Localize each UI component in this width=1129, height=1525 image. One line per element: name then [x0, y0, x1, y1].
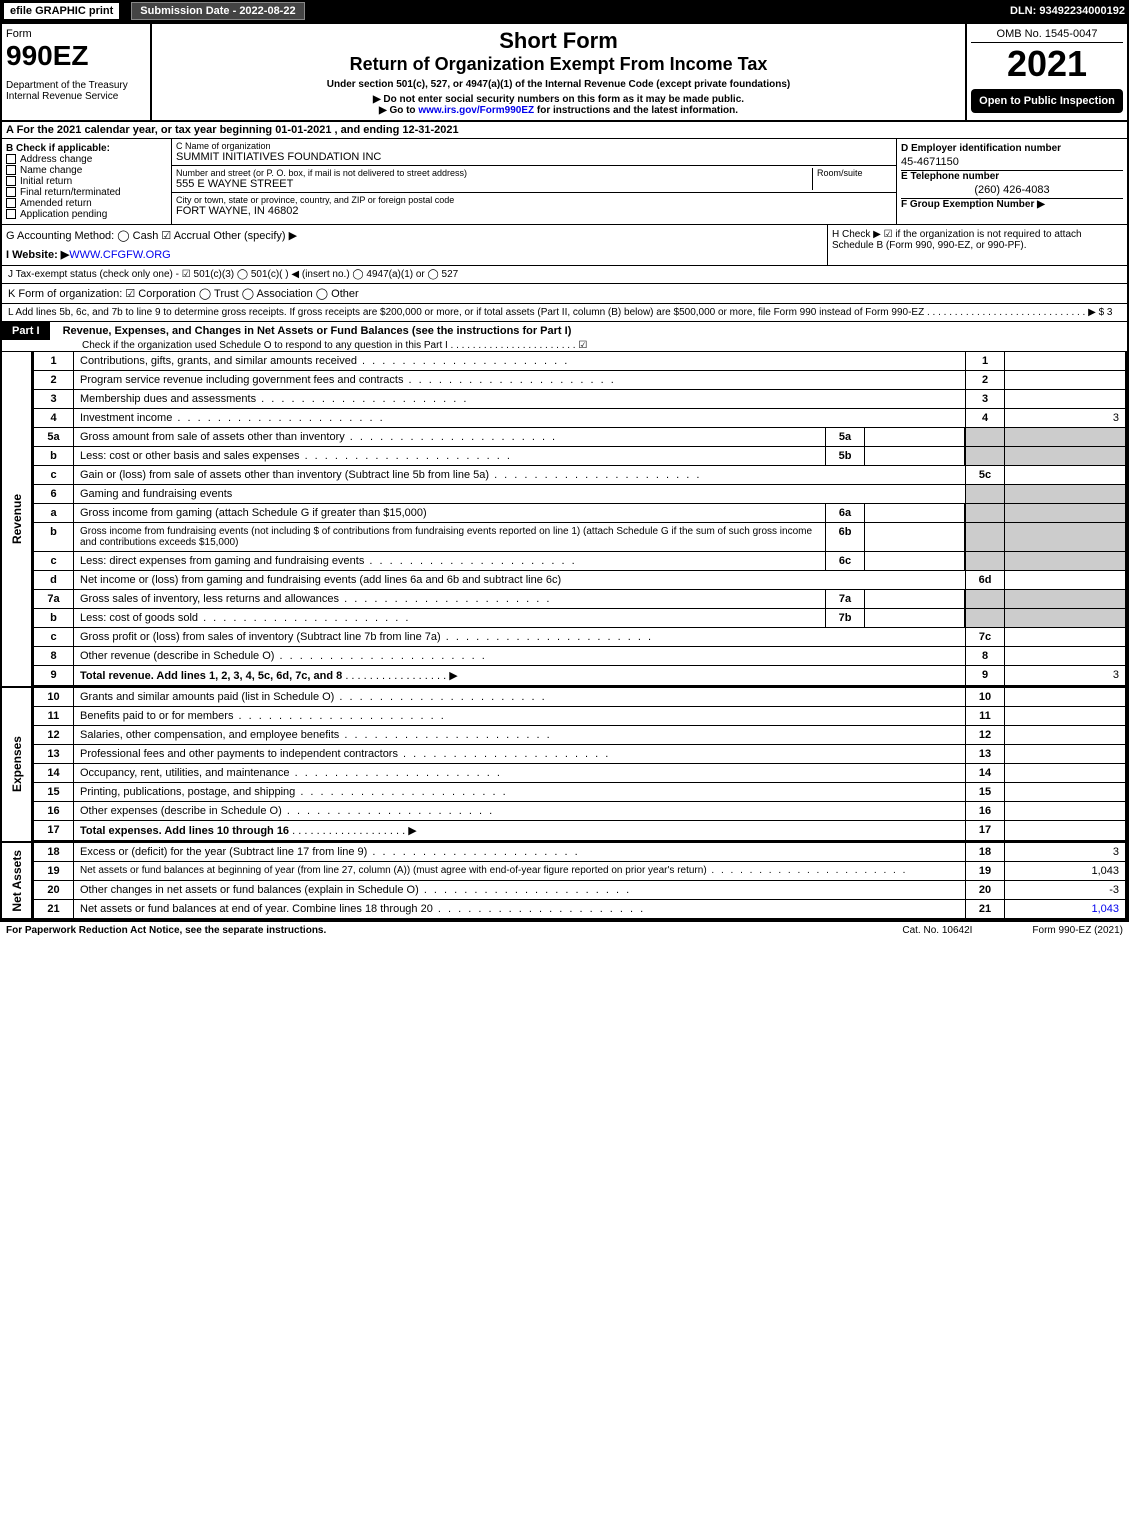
col-d: D Employer identification number 45-4671…: [897, 139, 1127, 224]
line-20: Other changes in net assets or fund bala…: [74, 881, 965, 899]
room-label: Room/suite: [817, 168, 892, 178]
website-link[interactable]: WWW.CFGFW.ORG: [69, 249, 170, 261]
tax-year: 2021: [971, 43, 1123, 85]
ein-label: D Employer identification number: [901, 143, 1123, 154]
dln: DLN: 93492234000192: [1010, 5, 1125, 17]
line-11: Benefits paid to or for members: [74, 707, 965, 725]
form-number: 990EZ: [6, 40, 146, 72]
line-21: Net assets or fund balances at end of ye…: [74, 900, 965, 918]
section-a: A For the 2021 calendar year, or tax yea…: [0, 122, 1129, 139]
chk-amended[interactable]: Amended return: [6, 198, 167, 209]
line-1: Contributions, gifts, grants, and simila…: [74, 352, 965, 370]
city-label: City or town, state or province, country…: [176, 195, 892, 205]
topbar: efile GRAPHIC print Submission Date - 20…: [0, 0, 1129, 22]
part1-label: Part I: [2, 322, 50, 340]
efile-label: efile GRAPHIC print: [4, 3, 119, 19]
accounting-method: G Accounting Method: ◯ Cash ☑ Accrual Ot…: [6, 229, 823, 242]
line-7a: Gross sales of inventory, less returns a…: [74, 590, 825, 608]
line-2: Program service revenue including govern…: [74, 371, 965, 389]
revenue-sidebar: Revenue: [2, 352, 32, 686]
netassets-sidebar: Net Assets: [2, 843, 32, 918]
tel-label: E Telephone number: [901, 171, 1123, 182]
line-k: K Form of organization: ☑ Corporation ◯ …: [0, 284, 1129, 304]
org-name: SUMMIT INITIATIVES FOUNDATION INC: [176, 151, 892, 163]
line-6d: Net income or (loss) from gaming and fun…: [74, 571, 965, 589]
line-6b: Gross income from fundraising events (no…: [74, 523, 825, 551]
open-inspection: Open to Public Inspection: [971, 89, 1123, 113]
line-6: Gaming and fundraising events: [74, 485, 965, 503]
city: FORT WAYNE, IN 46802: [176, 205, 892, 217]
line-14: Occupancy, rent, utilities, and maintena…: [74, 764, 965, 782]
chk-final[interactable]: Final return/terminated: [6, 187, 167, 198]
chk-name[interactable]: Name change: [6, 165, 167, 176]
short-form-title: Short Form: [156, 28, 961, 54]
line-5a: Gross amount from sale of assets other t…: [74, 428, 825, 446]
header-left: Form 990EZ Department of the Treasury In…: [2, 24, 152, 120]
under-section: Under section 501(c), 527, or 4947(a)(1)…: [156, 79, 961, 90]
line-12: Salaries, other compensation, and employ…: [74, 726, 965, 744]
line-7c: Gross profit or (loss) from sales of inv…: [74, 628, 965, 646]
line-17: Total expenses. Add lines 10 through 16 …: [74, 821, 965, 840]
ein: 45-4671150: [901, 154, 1123, 171]
tel: (260) 426-4083: [901, 182, 1123, 199]
line-19: Net assets or fund balances at beginning…: [74, 862, 965, 880]
cat-no: Cat. No. 10642I: [902, 925, 972, 936]
info-row: B Check if applicable: Address change Na…: [0, 139, 1129, 225]
expenses-sidebar: Expenses: [2, 688, 32, 841]
b-label: B Check if applicable:: [6, 143, 167, 154]
line-18: Excess or (deficit) for the year (Subtra…: [74, 843, 965, 861]
form-label: Form: [6, 28, 146, 40]
street-label: Number and street (or P. O. box, if mail…: [176, 168, 812, 178]
line-6c: Less: direct expenses from gaming and fu…: [74, 552, 825, 570]
website-label: I Website: ▶: [6, 249, 69, 261]
line-j: J Tax-exempt status (check only one) - ☑…: [0, 266, 1129, 284]
goto-link[interactable]: ▶ Go to www.irs.gov/Form990EZ for instru…: [156, 105, 961, 116]
part1-check: Check if the organization used Schedule …: [2, 340, 1127, 351]
part1-heading: Revenue, Expenses, and Changes in Net As…: [63, 325, 572, 337]
line-13: Professional fees and other payments to …: [74, 745, 965, 763]
h-check: H Check ▶ ☑ if the organization is not r…: [827, 225, 1127, 265]
chk-initial[interactable]: Initial return: [6, 176, 167, 187]
irs: Internal Revenue Service: [6, 91, 146, 102]
submission-date: Submission Date - 2022-08-22: [131, 2, 304, 20]
omb: OMB No. 1545-0047: [971, 28, 1123, 43]
line-15: Printing, publications, postage, and shi…: [74, 783, 965, 801]
line-10: Grants and similar amounts paid (list in…: [74, 688, 965, 706]
line-7b: Less: cost of goods sold: [74, 609, 825, 627]
chk-address[interactable]: Address change: [6, 154, 167, 165]
group-label: F Group Exemption Number ▶: [901, 199, 1123, 210]
part1-header: Part I Revenue, Expenses, and Changes in…: [0, 322, 1129, 352]
col-c: C Name of organization SUMMIT INITIATIVE…: [172, 139, 897, 224]
dept: Department of the Treasury: [6, 80, 146, 91]
form-footer: Form 990-EZ (2021): [1032, 925, 1123, 936]
ssn-notice: ▶ Do not enter social security numbers o…: [156, 94, 961, 105]
line-6a: Gross income from gaming (attach Schedul…: [74, 504, 825, 522]
c-name-label: C Name of organization: [176, 141, 892, 151]
line-9: Total revenue. Add lines 1, 2, 3, 4, 5c,…: [74, 666, 965, 685]
header-center: Short Form Return of Organization Exempt…: [152, 24, 967, 120]
street: 555 E WAYNE STREET: [176, 178, 812, 190]
chk-pending[interactable]: Application pending: [6, 209, 167, 220]
line-4: Investment income: [74, 409, 965, 427]
line-5c: Gain or (loss) from sale of assets other…: [74, 466, 965, 484]
footer: For Paperwork Reduction Act Notice, see …: [0, 920, 1129, 939]
form-header: Form 990EZ Department of the Treasury In…: [0, 22, 1129, 122]
line-l: L Add lines 5b, 6c, and 7b to line 9 to …: [0, 304, 1129, 322]
col-b: B Check if applicable: Address change Na…: [2, 139, 172, 224]
paperwork-notice: For Paperwork Reduction Act Notice, see …: [6, 925, 326, 936]
header-right: OMB No. 1545-0047 2021 Open to Public In…: [967, 24, 1127, 120]
line-5b: Less: cost or other basis and sales expe…: [74, 447, 825, 465]
line-3: Membership dues and assessments: [74, 390, 965, 408]
g-h-row: G Accounting Method: ◯ Cash ☑ Accrual Ot…: [0, 225, 1129, 266]
return-title: Return of Organization Exempt From Incom…: [156, 54, 961, 75]
line-16: Other expenses (describe in Schedule O): [74, 802, 965, 820]
line-8: Other revenue (describe in Schedule O): [74, 647, 965, 665]
irs-link[interactable]: www.irs.gov/Form990EZ: [418, 105, 534, 116]
